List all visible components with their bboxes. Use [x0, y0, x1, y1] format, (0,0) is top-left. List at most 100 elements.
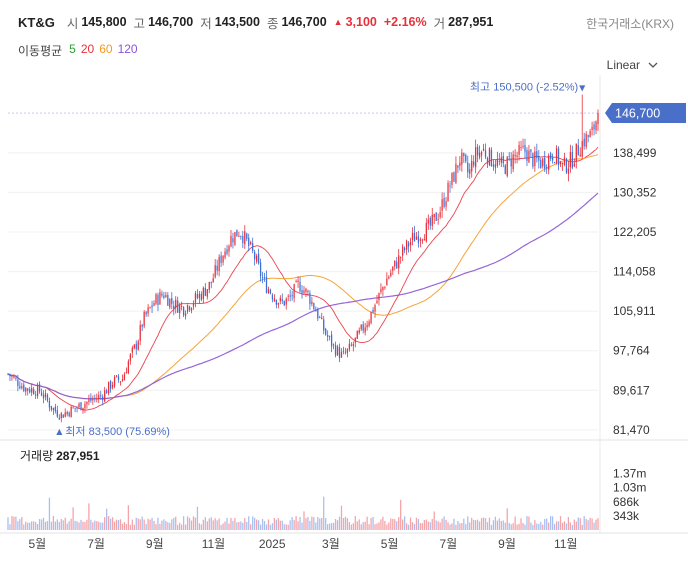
candle-body	[17, 379, 19, 387]
volume-bar	[370, 517, 372, 530]
candle-body	[44, 393, 47, 398]
volume-bar	[11, 516, 13, 530]
candle-body	[467, 162, 469, 173]
volume-bar	[287, 524, 289, 530]
volume-bar	[250, 524, 252, 530]
close-value: 146,700	[281, 15, 327, 29]
candle-body	[182, 306, 185, 316]
candle-body	[494, 164, 497, 168]
volume-bar	[111, 517, 114, 530]
close-label: 종	[266, 16, 279, 31]
volume-bar	[439, 522, 441, 530]
candle-body	[457, 165, 459, 168]
candle-body	[546, 166, 548, 168]
volume-bar	[488, 517, 491, 530]
volume-bar	[210, 517, 212, 530]
volume-bar	[173, 517, 175, 530]
volume-panel-title: 거래량 287,951	[20, 447, 100, 464]
candle-body	[459, 162, 461, 167]
volume-bar	[340, 505, 343, 530]
volume-bar	[494, 516, 497, 530]
candle-body	[358, 330, 360, 333]
volume-bar	[222, 523, 224, 530]
candle-body	[488, 148, 491, 165]
volume-bar	[449, 524, 451, 530]
volume-bar	[104, 517, 106, 530]
candle-body	[179, 304, 181, 314]
ma-legend-5: 5	[69, 42, 76, 56]
volume-bar	[368, 524, 370, 530]
volume-bar	[299, 517, 301, 530]
candle-body	[461, 152, 463, 165]
y-tick-label: 89,617	[613, 383, 650, 397]
candle-body	[80, 402, 82, 411]
candle-body	[407, 242, 410, 247]
candle-body	[212, 278, 214, 283]
candle-body	[222, 255, 224, 263]
volume-bar	[336, 520, 339, 530]
candle-body	[157, 294, 159, 305]
candle-body	[86, 401, 88, 405]
volume-bar	[486, 522, 489, 530]
candle-body	[216, 265, 218, 271]
volume-bar	[593, 522, 595, 530]
volume-value: 287,951	[448, 15, 494, 29]
candle-body	[433, 213, 435, 218]
candle-body	[62, 414, 64, 418]
volume-bar	[441, 518, 443, 530]
candle-body	[553, 162, 556, 164]
candle-body	[427, 219, 429, 224]
volume-bar	[254, 517, 256, 530]
volume-bar	[467, 516, 469, 530]
candle-body	[297, 280, 299, 282]
candle-body	[84, 403, 86, 409]
volume-bar	[289, 520, 291, 530]
candle-body	[70, 406, 72, 418]
low-value: 143,500	[214, 15, 260, 29]
volume-bar	[484, 518, 487, 530]
y-tick-label: 81,470	[613, 423, 650, 437]
volume-bar	[200, 524, 203, 530]
candle-body	[307, 290, 309, 293]
volume-bar	[244, 518, 246, 530]
candle-body	[293, 284, 295, 299]
volume-bar	[259, 524, 262, 530]
candle-body	[200, 293, 203, 300]
candle-body	[281, 299, 283, 301]
volume-bar	[559, 516, 562, 530]
candle-body	[376, 300, 378, 304]
candle-body	[514, 154, 516, 157]
volume-bar	[431, 518, 433, 530]
candle-body	[372, 309, 374, 313]
scale-select[interactable]: Linear	[607, 58, 658, 72]
volume-bar	[563, 521, 566, 530]
x-tick-label: 5월	[381, 537, 399, 551]
volume-bar	[297, 521, 299, 530]
volume-bar	[469, 522, 471, 530]
volume-bar	[591, 518, 593, 530]
candle-body	[425, 222, 427, 242]
candle-body	[508, 156, 510, 157]
volume-bar	[135, 517, 137, 530]
candle-body	[336, 346, 339, 356]
volume-bar	[330, 523, 333, 530]
volume-tick-label: 686k	[613, 495, 640, 509]
volume-bar	[60, 518, 62, 530]
volume-bar	[400, 499, 402, 530]
candle-body	[271, 294, 274, 300]
candle-body	[111, 384, 114, 388]
candle-body	[319, 317, 321, 318]
candle-body	[443, 198, 445, 207]
candle-body	[206, 289, 208, 297]
candle-body	[305, 288, 307, 292]
volume-bar	[198, 523, 201, 530]
volume-bar	[528, 516, 530, 530]
candle-body	[15, 378, 17, 379]
candle-body	[496, 159, 499, 166]
candle-body	[171, 298, 173, 304]
candle-body	[214, 265, 216, 278]
candle-body	[315, 310, 317, 312]
ma-legend[interactable]: 이동평균 5 20 60 120	[18, 42, 138, 59]
volume-bar	[445, 519, 447, 530]
